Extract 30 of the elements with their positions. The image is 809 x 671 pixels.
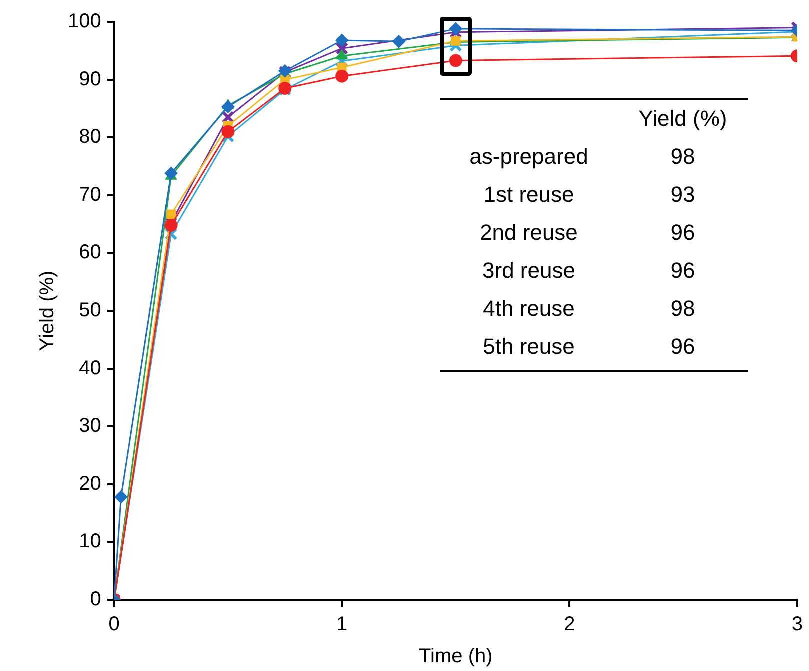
y-tick-label: 100 bbox=[68, 10, 102, 33]
annotation: 96 bbox=[670, 219, 696, 247]
y-tick-label: 40 bbox=[79, 357, 102, 380]
y-tick-label: 10 bbox=[79, 530, 102, 553]
annotation: as-prepared bbox=[468, 143, 590, 171]
y-tick-label: 30 bbox=[79, 415, 102, 438]
annotation: Yield (%) bbox=[638, 105, 728, 133]
y-tick-label: 80 bbox=[79, 126, 102, 148]
x-tick-label: 2 bbox=[564, 614, 576, 636]
y-tick-label: 70 bbox=[79, 184, 102, 206]
annotation: 96 bbox=[670, 257, 696, 285]
annotation: 1st reuse bbox=[482, 181, 576, 209]
x-axis-title: Time (h) bbox=[419, 646, 493, 668]
annotation: 93 bbox=[670, 181, 696, 209]
annotation: 3rd reuse bbox=[482, 257, 576, 285]
annotation: 96 bbox=[670, 333, 696, 361]
y-axis-title: Yield (%) bbox=[36, 270, 59, 352]
x-tick-label: 3 bbox=[792, 614, 803, 636]
y-tick-label: 0 bbox=[90, 588, 102, 611]
y-tick-label: 90 bbox=[79, 68, 102, 90]
x-tick-label: 1 bbox=[336, 614, 348, 636]
annotation: 4th reuse bbox=[482, 295, 576, 323]
y-tick-label: 50 bbox=[79, 300, 102, 322]
annotation: 98 bbox=[670, 143, 696, 171]
y-tick-label: 20 bbox=[79, 472, 102, 495]
annotation: 2nd reuse bbox=[479, 219, 579, 247]
y-tick-label: 60 bbox=[79, 242, 102, 264]
x-tick-label: 0 bbox=[108, 614, 120, 636]
annotation: 5th reuse bbox=[482, 333, 576, 361]
annotation: 98 bbox=[670, 295, 696, 323]
